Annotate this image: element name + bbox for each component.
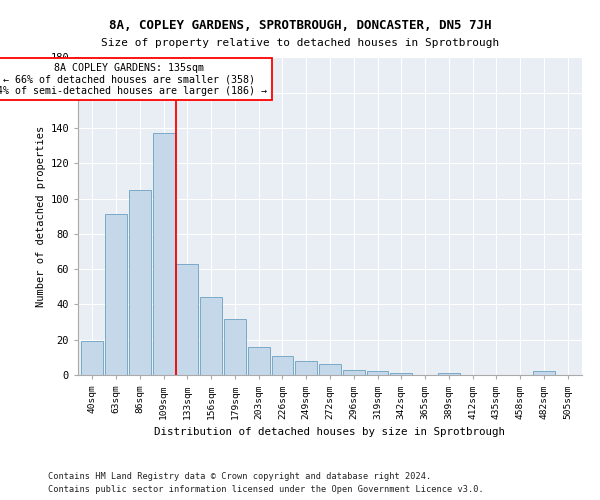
Bar [438,373,460,375]
Text: 8A, COPLEY GARDENS, SPROTBROUGH, DONCASTER, DN5 7JH: 8A, COPLEY GARDENS, SPROTBROUGH, DONCAST… [109,19,491,32]
Bar [319,364,341,375]
Bar [176,264,198,375]
Bar [533,372,555,375]
Y-axis label: Number of detached properties: Number of detached properties [36,126,46,307]
X-axis label: Distribution of detached houses by size in Sprotbrough: Distribution of detached houses by size … [155,427,505,437]
Bar [152,134,175,375]
Text: Size of property relative to detached houses in Sprotbrough: Size of property relative to detached ho… [101,38,499,48]
Bar [295,361,317,375]
Bar [129,190,151,375]
Text: Contains HM Land Registry data © Crown copyright and database right 2024.: Contains HM Land Registry data © Crown c… [48,472,431,481]
Bar [343,370,365,375]
Bar [200,298,222,375]
Bar [367,372,388,375]
Bar [105,214,127,375]
Bar [224,318,246,375]
Bar [391,373,412,375]
Text: Contains public sector information licensed under the Open Government Licence v3: Contains public sector information licen… [48,484,484,494]
Bar [272,356,293,375]
Bar [82,342,103,375]
Bar [248,347,269,375]
Text: 8A COPLEY GARDENS: 135sqm
← 66% of detached houses are smaller (358)
34% of semi: 8A COPLEY GARDENS: 135sqm ← 66% of detac… [0,63,267,96]
